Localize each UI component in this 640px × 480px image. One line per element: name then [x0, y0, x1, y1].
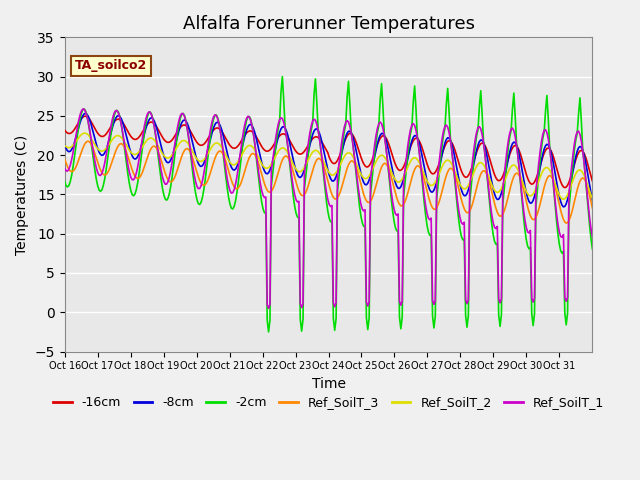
Legend: -16cm, -8cm, -2cm, Ref_SoilT_3, Ref_SoilT_2, Ref_SoilT_1: -16cm, -8cm, -2cm, Ref_SoilT_3, Ref_Soil… [48, 391, 609, 414]
Text: TA_soilco2: TA_soilco2 [76, 60, 147, 72]
X-axis label: Time: Time [312, 377, 346, 391]
Title: Alfalfa Forerunner Temperatures: Alfalfa Forerunner Temperatures [182, 15, 474, 33]
Y-axis label: Temperatures (C): Temperatures (C) [15, 134, 29, 254]
